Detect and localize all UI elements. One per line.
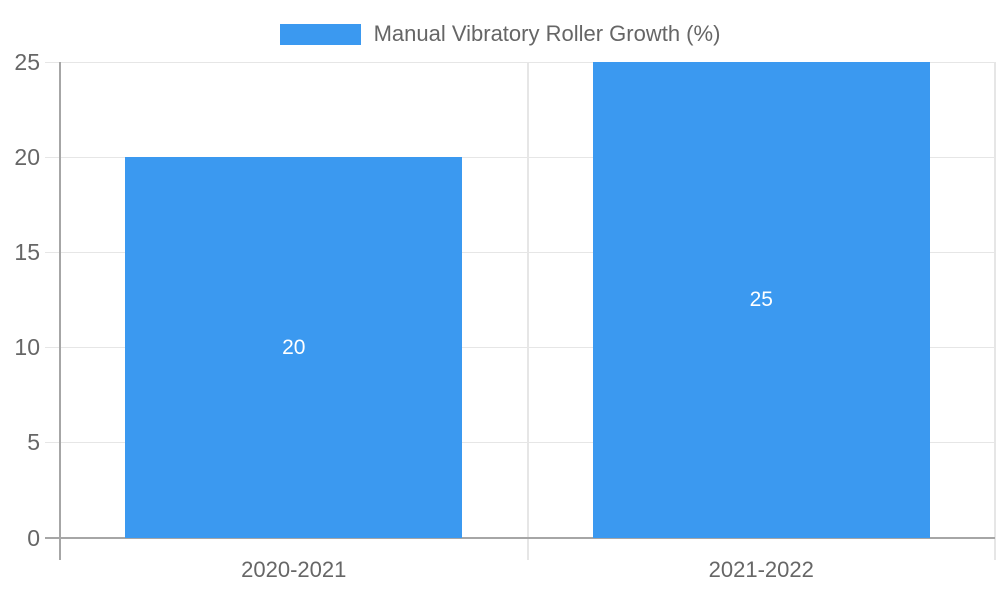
- bar-value-label: 25: [749, 288, 773, 311]
- legend-swatch: [279, 23, 361, 45]
- y-axis-line: [59, 62, 61, 560]
- bar-value-label: 20: [282, 335, 306, 359]
- y-axis-tick-label: 10: [14, 334, 40, 361]
- chart-legend: Manual Vibratory Roller Growth (%): [0, 21, 1000, 47]
- gridline: [45, 347, 995, 349]
- y-axis-tick-label: 15: [14, 238, 40, 265]
- y-axis-tick-label: 0: [27, 524, 40, 551]
- category-divider: [526, 62, 529, 560]
- x-axis-category-label: 2020-2021: [241, 557, 347, 582]
- gridline: [45, 251, 995, 253]
- x-axis-baseline: [45, 537, 995, 539]
- x-axis-category-label: 2021-2022: [708, 557, 814, 582]
- plot-right-border: [994, 62, 996, 560]
- plot-area: 20 25: [45, 61, 996, 560]
- gridline: [45, 156, 995, 158]
- gridline: [45, 442, 995, 444]
- y-axis-tick-label: 20: [14, 143, 40, 170]
- y-axis-tick-label: 25: [14, 48, 40, 75]
- bar-2020-2021: [125, 157, 463, 538]
- y-axis-tick-label: 5: [27, 429, 40, 456]
- gridline: [45, 61, 995, 63]
- legend-label: Manual Vibratory Roller Growth (%): [373, 21, 721, 46]
- bar-2021-2022: [592, 62, 930, 538]
